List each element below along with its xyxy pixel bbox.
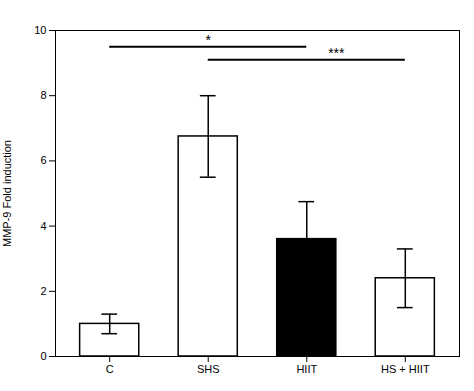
svg-text:HS + HIIT: HS + HIIT — [381, 363, 430, 375]
svg-text:SHS: SHS — [197, 363, 220, 375]
svg-text:4: 4 — [40, 220, 46, 232]
svg-text:*: * — [206, 32, 212, 48]
svg-text:6: 6 — [40, 154, 46, 166]
svg-text:2: 2 — [40, 285, 46, 297]
svg-text:MMP-9 Fold induction: MMP-9 Fold induction — [1, 140, 13, 247]
svg-text:HIIT: HIIT — [296, 363, 317, 375]
svg-text:***: *** — [328, 45, 345, 61]
svg-text:C: C — [106, 363, 114, 375]
svg-text:0: 0 — [40, 350, 46, 362]
svg-text:10: 10 — [34, 24, 46, 36]
svg-text:8: 8 — [40, 89, 46, 101]
